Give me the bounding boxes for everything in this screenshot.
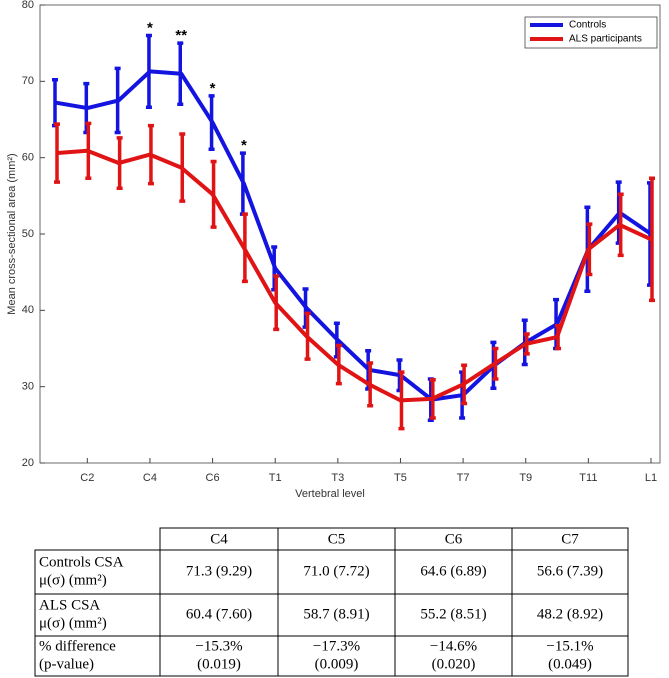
error-bar	[179, 132, 186, 203]
error-bar	[555, 323, 562, 351]
error-bar	[208, 94, 215, 152]
error-bar	[461, 363, 468, 406]
table-cell: −14.6%	[430, 638, 477, 654]
error-bar	[177, 41, 184, 106]
error-bar	[145, 33, 152, 110]
error-bar	[241, 212, 248, 284]
table-cell: 48.2 (8.92)	[537, 606, 603, 622]
series-line	[55, 148, 652, 403]
error-bar	[116, 136, 123, 190]
legend-label: Controls	[569, 20, 606, 31]
table-row-label: Controls CSA	[39, 554, 124, 570]
x-tick-label: C6	[206, 472, 220, 484]
table-cell: 56.6 (7.39)	[537, 563, 603, 579]
table-row-label: % difference	[39, 638, 116, 654]
error-bar	[492, 346, 499, 381]
y-tick-label: 30	[22, 381, 34, 393]
error-bar	[147, 123, 154, 186]
y-tick-label: 40	[22, 304, 34, 316]
table-cell: 71.3 (9.29)	[186, 563, 252, 579]
table-row-label: μ(σ) (mm²)	[39, 615, 107, 631]
table-row-label: μ(σ) (mm²)	[39, 572, 107, 588]
y-tick-label: 80	[22, 0, 34, 11]
x-tick-label: T5	[394, 472, 407, 484]
table-cell: (0.019)	[197, 656, 241, 672]
significance-marker: *	[210, 80, 216, 97]
table-cell: 64.6 (6.89)	[420, 563, 486, 579]
legend-box	[524, 16, 658, 49]
x-axis-label: Vertebral level	[295, 488, 365, 500]
plot-frame	[39, 4, 661, 464]
table-cell: −17.3%	[313, 638, 360, 654]
significance-marker: **	[175, 27, 187, 44]
error-bar	[649, 176, 655, 303]
error-bar	[398, 370, 405, 431]
error-bar	[210, 159, 217, 229]
x-tick-label: T9	[519, 472, 532, 484]
series-line	[55, 69, 653, 402]
table-cell: 60.4 (7.60)	[186, 606, 252, 622]
significance-marker: *	[241, 137, 247, 154]
x-tick-label: T7	[457, 472, 470, 484]
table-cell: (0.009)	[315, 656, 359, 672]
error-bar	[335, 343, 342, 386]
x-tick-label: C4	[143, 472, 157, 484]
table-cell: 71.0 (7.72)	[303, 563, 369, 579]
error-bar	[367, 361, 374, 408]
table-frame	[159, 527, 629, 551]
x-tick-label: T11	[579, 472, 597, 484]
table-header: C5	[328, 531, 346, 547]
error-bar	[273, 274, 280, 332]
table-cell: (0.020)	[432, 656, 476, 672]
x-tick-label: C2	[80, 472, 94, 484]
table-cell: 55.2 (8.51)	[420, 606, 486, 622]
error-bar	[617, 192, 624, 258]
table-header: C7	[561, 531, 579, 547]
y-tick-label: 60	[22, 152, 34, 164]
error-bar	[304, 311, 311, 361]
y-axis-label: Mean cross-sectional area (mm²)	[6, 153, 18, 314]
error-bar	[85, 121, 92, 181]
y-tick-label: 50	[22, 228, 34, 240]
table-cell: 58.7 (8.91)	[303, 606, 369, 622]
table-header: C4	[210, 531, 228, 547]
error-bar	[523, 332, 530, 356]
table-header: C6	[445, 531, 463, 547]
x-tick-label: T3	[331, 472, 344, 484]
table-row-label: (p-value)	[39, 656, 94, 672]
legend-label: ALS participants	[569, 34, 642, 45]
x-tick-label: L1	[645, 472, 657, 484]
chart: Vertebral level Mean cross-sectional are…	[6, 0, 661, 500]
table-cell: (0.049)	[548, 656, 592, 672]
table-row-label: ALS CSA	[39, 597, 100, 613]
table-frame	[34, 549, 629, 677]
y-tick-label: 70	[22, 75, 34, 87]
y-tick-label: 20	[22, 457, 34, 469]
table-cell: −15.3%	[195, 638, 242, 654]
table-cell: −15.1%	[546, 638, 593, 654]
x-tick-label: T1	[269, 472, 282, 484]
error-bar	[429, 378, 436, 420]
significance-marker: *	[147, 20, 153, 37]
error-bar	[54, 122, 60, 184]
error-bar	[114, 66, 121, 135]
error-bar	[586, 222, 593, 277]
